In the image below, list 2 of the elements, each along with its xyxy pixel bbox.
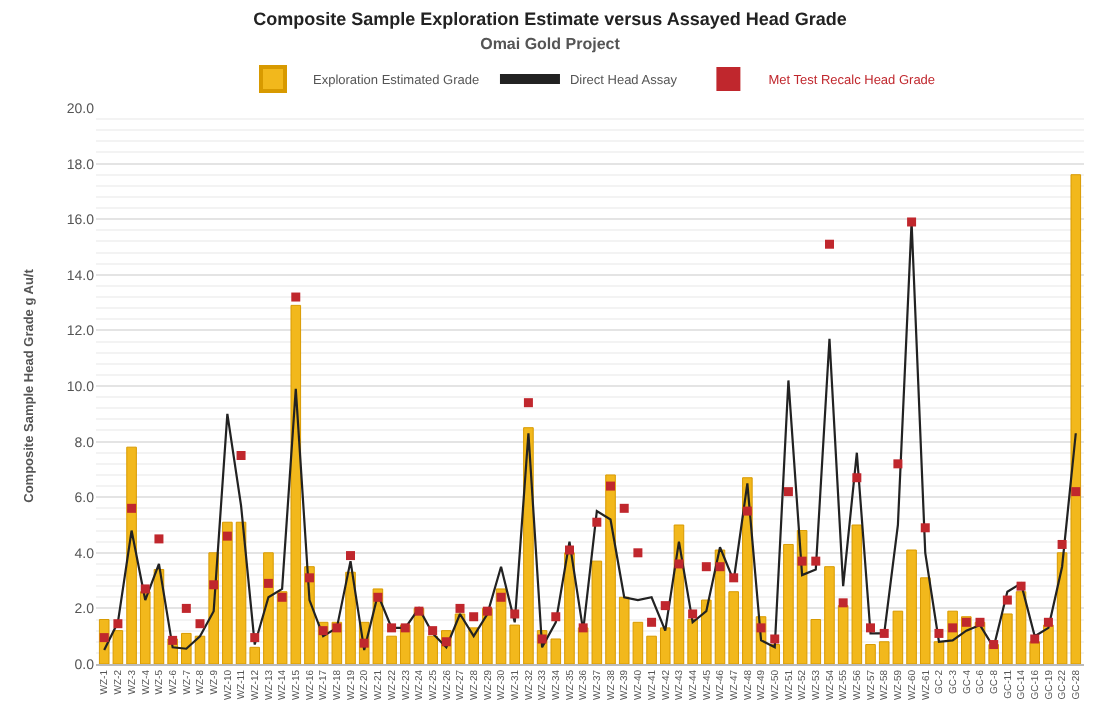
chart-title: Composite Sample Exploration Estimate versus Assayed Head Grade [253, 9, 847, 30]
chart-subtitle: Omai Gold Project [480, 34, 621, 53]
